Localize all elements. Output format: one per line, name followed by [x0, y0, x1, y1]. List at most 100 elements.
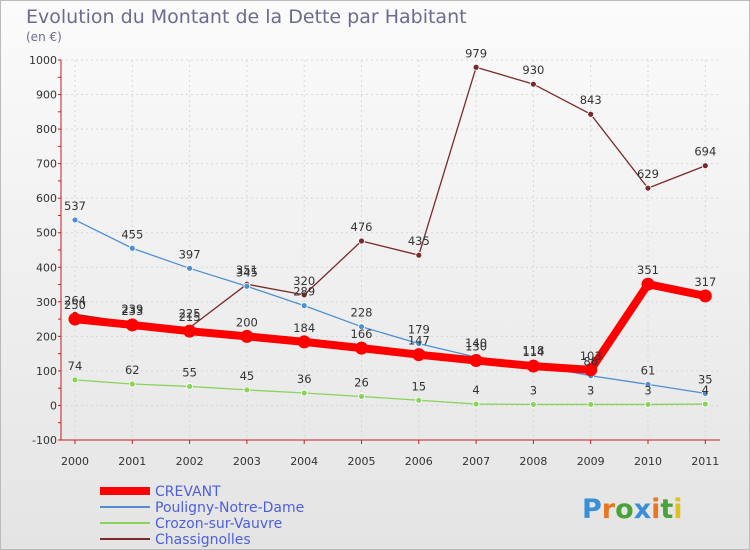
- x-tick-label: 2004: [290, 455, 318, 468]
- data-label-crozon: 15: [411, 379, 426, 393]
- data-point-chassignolles: [415, 251, 423, 259]
- chart-subtitle: (en €): [26, 30, 62, 44]
- data-label-crozon: 55: [182, 365, 197, 379]
- data-label-crevant: 250: [64, 298, 86, 312]
- data-label-crevant: 103: [580, 349, 602, 363]
- data-label-crozon: 36: [297, 372, 312, 386]
- data-point-pouligny: [71, 216, 79, 224]
- x-tick-label: 2005: [348, 455, 376, 468]
- data-point-crozon: [587, 401, 595, 408]
- data-label-pouligny: 179: [408, 323, 430, 337]
- data-label-crozon: 4: [472, 383, 479, 397]
- x-tick-label: 2001: [118, 455, 146, 468]
- data-point-chassignolles: [472, 63, 480, 71]
- data-label-chassignolles: 351: [236, 263, 258, 277]
- data-point-pouligny: [243, 282, 251, 290]
- data-label-crevant: 147: [408, 334, 430, 348]
- series-line-pouligny: [74, 219, 706, 395]
- legend: CREVANT Pouligny-Notre-Dame Crozon-sur-V…: [100, 484, 304, 548]
- x-tick-label: 2010: [634, 455, 662, 468]
- y-tick-label: 100: [36, 365, 57, 378]
- legend-label-chassignolles: Chassignolles: [155, 532, 251, 548]
- x-tick-label: 2006: [405, 455, 433, 468]
- data-point-crozon: [358, 393, 365, 400]
- data-label-chassignolles: 694: [694, 145, 716, 159]
- data-label-chassignolles: 435: [408, 234, 430, 248]
- y-tick-label: 800: [36, 123, 57, 136]
- data-point-crevant: [526, 359, 540, 373]
- data-label-pouligny: 228: [351, 306, 373, 320]
- series-line-crevant: [71, 280, 710, 374]
- data-label-pouligny: 455: [121, 227, 143, 241]
- data-point-crozon: [71, 376, 79, 384]
- data-point-crevant: [68, 312, 82, 326]
- data-label-crevant: 215: [179, 310, 201, 324]
- x-tick-label: 2002: [176, 455, 204, 468]
- data-label-chassignolles: 930: [522, 63, 544, 77]
- data-label-crozon: 3: [644, 383, 651, 397]
- y-tick-label: 900: [36, 89, 57, 102]
- y-tick-label: 200: [36, 330, 57, 343]
- data-point-crevant: [183, 324, 197, 338]
- data-point-pouligny: [300, 302, 308, 310]
- y-tick-label: 700: [36, 158, 57, 171]
- data-label-crevant: 200: [236, 315, 258, 329]
- data-label-crozon: 3: [530, 383, 537, 397]
- axes: -100 0 100 200 300 400 500 600 700 800 900 1000 2000…: [29, 54, 720, 468]
- x-tick-label: 2007: [462, 455, 490, 468]
- data-label-pouligny: 345: [236, 265, 258, 279]
- data-label-crozon: 62: [125, 363, 140, 377]
- x-tick-label: 2011: [691, 455, 719, 468]
- x-tick-label: 2000: [61, 455, 89, 468]
- data-label-chassignolles: 843: [580, 93, 602, 107]
- data-label-pouligny: 118: [522, 344, 544, 358]
- y-tick-label: 300: [36, 296, 57, 309]
- data-label-crevant: 317: [694, 275, 716, 289]
- data-point-chassignolles: [530, 80, 537, 88]
- data-point-pouligny: [358, 323, 365, 331]
- data-label-chassignolles: 239: [121, 302, 143, 316]
- legend-item-crozon: Crozon-sur-Vauvre: [100, 516, 282, 532]
- data-label-pouligny: 35: [698, 372, 713, 386]
- data-point-pouligny: [186, 264, 194, 272]
- data-point-pouligny: [644, 380, 652, 388]
- data-point-crozon: [128, 380, 136, 388]
- x-tick-label: 2009: [577, 455, 605, 468]
- data-label-chassignolles: 979: [465, 46, 487, 60]
- data-label-crevant: 114: [522, 345, 544, 359]
- data-point-pouligny: [128, 244, 136, 252]
- data-point-crozon: [644, 401, 652, 408]
- data-point-crevant: [125, 318, 139, 332]
- legend-label-crozon: Crozon-sur-Vauvre: [155, 516, 282, 532]
- series-line-crozon: [74, 379, 706, 406]
- data-label-chassignolles: 476: [351, 220, 373, 234]
- data-label-pouligny: 140: [465, 336, 487, 350]
- proxiti-logo: Proxiti: [582, 494, 683, 525]
- data-point-crevant: [240, 329, 254, 343]
- data-label-crozon: 4: [702, 383, 709, 397]
- data-point-crozon: [530, 401, 537, 408]
- data-point-chassignolles: [587, 110, 595, 118]
- data-labels: 250 233 215 200 184 166 147 130 114 103 351 317 537 4…: [64, 46, 716, 397]
- data-point-crozon: [415, 396, 423, 404]
- data-label-crevant: 233: [121, 304, 143, 318]
- chart-title: Evolution du Montant de la Dette par Hab…: [26, 6, 467, 28]
- series-points: [68, 63, 712, 408]
- data-label-crozon: 3: [587, 383, 594, 397]
- data-point-crozon: [701, 400, 709, 408]
- data-point-crevant: [584, 363, 598, 377]
- data-label-pouligny: 86: [583, 355, 598, 369]
- data-point-crozon: [300, 389, 308, 397]
- legend-label-pouligny: Pouligny-Notre-Dame: [155, 500, 304, 516]
- data-point-crozon: [243, 386, 251, 394]
- x-tick-label: 2008: [519, 455, 547, 468]
- y-tick-label: 600: [36, 192, 57, 205]
- data-label-pouligny: 289: [293, 285, 315, 299]
- data-label-chassignolles: 225: [179, 307, 201, 321]
- data-label-crevant: 184: [293, 321, 315, 335]
- data-point-pouligny: [701, 389, 709, 397]
- data-label-crozon: 45: [240, 369, 255, 383]
- data-point-crevant: [469, 354, 483, 368]
